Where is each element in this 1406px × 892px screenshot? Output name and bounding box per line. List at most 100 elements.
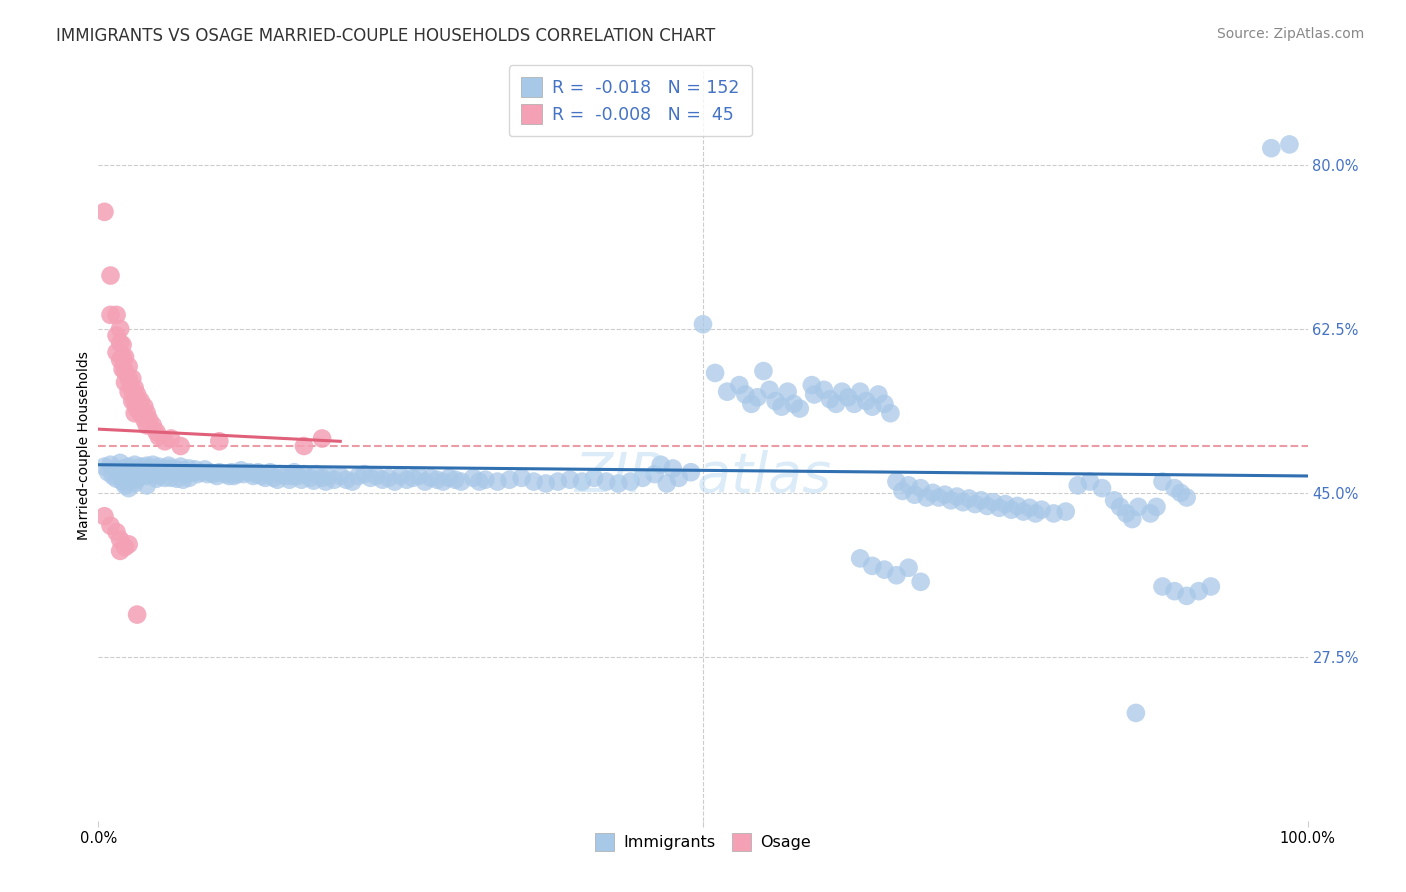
Point xyxy=(162,465,184,479)
Point xyxy=(108,533,131,547)
Point xyxy=(111,350,134,364)
Point xyxy=(93,205,115,219)
Point xyxy=(100,308,122,322)
Point xyxy=(195,467,218,482)
Point xyxy=(218,469,240,483)
Point xyxy=(1163,584,1185,599)
Point xyxy=(347,469,370,483)
Point xyxy=(283,465,305,479)
Point xyxy=(377,471,399,485)
Point xyxy=(114,540,136,554)
Point xyxy=(1054,505,1077,519)
Point xyxy=(118,472,141,486)
Point xyxy=(153,471,176,485)
Point xyxy=(93,509,115,524)
Point xyxy=(135,469,157,483)
Point xyxy=(523,475,546,489)
Legend: Immigrants, Osage: Immigrants, Osage xyxy=(589,826,817,857)
Point xyxy=(928,491,950,505)
Point xyxy=(105,472,128,486)
Point xyxy=(776,384,799,399)
Point xyxy=(172,463,194,477)
Point xyxy=(426,473,449,487)
Point xyxy=(118,537,141,551)
Point xyxy=(1109,500,1132,514)
Point xyxy=(124,406,146,420)
Point xyxy=(965,497,987,511)
Point xyxy=(1163,481,1185,495)
Point xyxy=(111,362,134,376)
Point xyxy=(208,434,231,449)
Point xyxy=(135,418,157,433)
Point xyxy=(127,472,149,486)
Point xyxy=(315,475,337,489)
Point xyxy=(413,475,436,489)
Point xyxy=(1188,584,1211,599)
Point xyxy=(873,563,896,577)
Y-axis label: Married-couple Households: Married-couple Households xyxy=(77,351,91,541)
Point xyxy=(747,390,769,404)
Point xyxy=(855,394,877,409)
Point xyxy=(229,463,252,477)
Point xyxy=(118,384,141,399)
Point xyxy=(910,574,932,589)
Point xyxy=(121,371,143,385)
Point xyxy=(305,467,328,482)
Point xyxy=(239,465,262,479)
Point xyxy=(498,473,520,487)
Point xyxy=(692,318,714,332)
Point xyxy=(172,473,194,487)
Point xyxy=(1260,141,1282,155)
Point xyxy=(644,467,666,482)
Point xyxy=(111,461,134,475)
Point xyxy=(765,394,787,409)
Text: ZIP  atlas: ZIP atlas xyxy=(575,450,831,502)
Point xyxy=(108,322,131,336)
Point xyxy=(831,384,853,399)
Point xyxy=(408,469,430,483)
Point xyxy=(323,473,346,487)
Point xyxy=(153,461,176,475)
Point xyxy=(873,397,896,411)
Point xyxy=(105,525,128,540)
Point xyxy=(860,400,883,414)
Point xyxy=(198,465,221,479)
Point xyxy=(1042,507,1064,521)
Point xyxy=(114,478,136,492)
Point xyxy=(114,376,136,390)
Point xyxy=(1199,580,1222,594)
Text: IMMIGRANTS VS OSAGE MARRIED-COUPLE HOUSEHOLDS CORRELATION CHART: IMMIGRANTS VS OSAGE MARRIED-COUPLE HOUSE… xyxy=(56,27,716,45)
Point xyxy=(118,481,141,495)
Point xyxy=(148,469,170,483)
Point xyxy=(226,467,249,482)
Point xyxy=(278,473,301,487)
Point xyxy=(160,432,183,446)
Point xyxy=(93,459,115,474)
Point xyxy=(571,475,593,489)
Point xyxy=(111,338,134,352)
Point xyxy=(111,475,134,489)
Point xyxy=(800,378,823,392)
Point xyxy=(402,471,425,485)
Point xyxy=(353,467,375,482)
Point xyxy=(250,469,273,483)
Point xyxy=(389,469,412,483)
Point xyxy=(891,483,914,498)
Point xyxy=(619,475,641,489)
Point xyxy=(169,439,191,453)
Point xyxy=(655,476,678,491)
Point xyxy=(105,308,128,322)
Point xyxy=(1278,137,1301,152)
Point xyxy=(486,475,509,489)
Point xyxy=(221,465,243,479)
Point xyxy=(129,459,152,474)
Point xyxy=(127,401,149,416)
Point xyxy=(114,467,136,482)
Point xyxy=(1067,478,1090,492)
Point xyxy=(97,465,120,479)
Point xyxy=(1102,493,1125,508)
Point xyxy=(770,400,793,414)
Point xyxy=(946,490,969,504)
Point xyxy=(981,495,1004,509)
Point xyxy=(897,561,920,575)
